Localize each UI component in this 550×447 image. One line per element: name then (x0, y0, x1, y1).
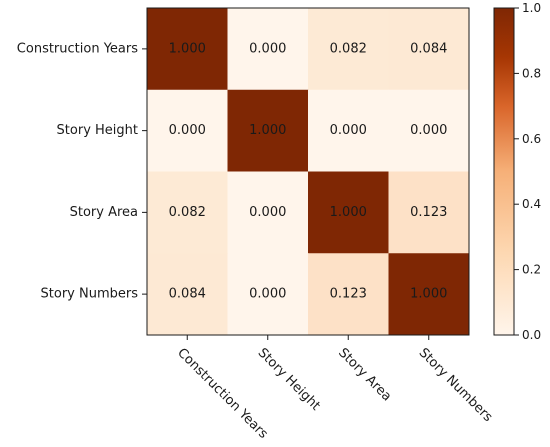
cell-value-r0-c0: 1.000 (169, 41, 206, 56)
colorbar-tick-label-0: 0.0 (522, 328, 541, 342)
y-axis: Construction Years Story Height Story Area… (17, 41, 147, 301)
cell-value-r3-c2: 0.123 (330, 287, 367, 302)
y-tick-label-3: Story Numbers (41, 287, 139, 302)
colorbar-tick-label-4: 0.8 (522, 66, 541, 80)
cell-value-r1-c3: 0.000 (410, 123, 447, 138)
colorbar-tick-label-5: 1.0 (522, 1, 541, 15)
cell-value-r1-c1: 1.000 (249, 123, 286, 138)
cell-value-r2-c3: 0.123 (410, 205, 447, 220)
cell-value-r0-c1: 0.000 (249, 41, 286, 56)
x-tick-label-2: Story Area (335, 345, 394, 404)
colorbar-tick-label-2: 0.4 (522, 197, 541, 211)
cell-value-r0-c2: 0.082 (330, 41, 367, 56)
x-tick-label-1: Story Height (255, 345, 323, 413)
cell-value-r1-c0: 0.000 (169, 123, 206, 138)
cell-value-r1-c2: 0.000 (330, 123, 367, 138)
colorbar-gradient (494, 8, 514, 335)
cell-value-r0-c3: 0.084 (410, 41, 447, 56)
cell-value-r2-c0: 0.082 (169, 205, 206, 220)
colorbar-tick-label-1: 0.2 (522, 263, 541, 277)
y-tick-label-2: Story Area (70, 205, 138, 220)
cell-value-r3-c1: 0.000 (249, 287, 286, 302)
cell-value-r2-c2: 1.000 (330, 205, 367, 220)
x-tick-label-0: Construction Years (174, 345, 270, 441)
colorbar: 0.0 0.2 0.4 0.6 0.8 1.0 (494, 1, 541, 342)
cell-value-r3-c3: 1.000 (410, 287, 447, 302)
x-tick-label-3: Story Numbers (416, 345, 496, 425)
y-tick-label-1: Story Height (57, 123, 138, 138)
colorbar-ticks: 0.0 0.2 0.4 0.6 0.8 1.0 (514, 1, 541, 342)
colorbar-tick-label-3: 0.6 (522, 132, 541, 146)
cell-value-r2-c1: 0.000 (249, 205, 286, 220)
cell-value-r3-c0: 0.084 (169, 287, 206, 302)
y-tick-label-0: Construction Years (17, 41, 138, 56)
